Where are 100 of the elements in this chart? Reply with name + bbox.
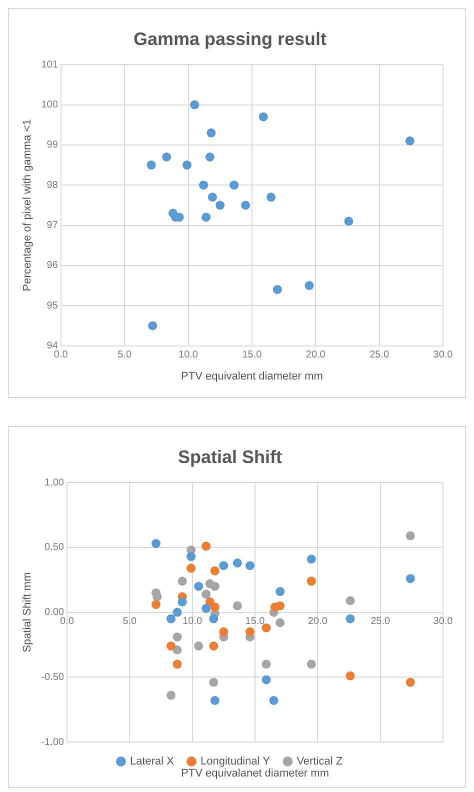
point	[166, 642, 176, 651]
y-tick-label: 95	[46, 300, 58, 312]
point	[172, 632, 182, 642]
point	[209, 614, 218, 624]
x-tick-label: 20.0	[306, 350, 326, 361]
point	[276, 618, 285, 628]
point	[186, 552, 196, 562]
y-tick-label: 101	[41, 59, 58, 70]
point	[241, 200, 250, 210]
point	[306, 660, 316, 669]
x-tick-label: 10.0	[178, 350, 198, 361]
y-tick-label: 0.00	[44, 607, 64, 618]
point	[172, 660, 182, 669]
x-tick-label: 15.0	[245, 616, 266, 628]
y-tick-label: 98	[46, 180, 58, 191]
y-tick-label: -0.50	[41, 672, 64, 683]
point	[146, 160, 156, 170]
x-tick-label: 5.0	[118, 350, 132, 361]
point	[406, 531, 415, 540]
point	[258, 112, 268, 122]
point	[194, 582, 204, 591]
point	[245, 561, 254, 570]
legend-label: Longitudinal Y	[200, 756, 271, 768]
point	[202, 542, 211, 551]
point	[178, 597, 187, 606]
point	[406, 678, 415, 687]
x-tick-label: 25.0	[370, 616, 390, 628]
x-tick-label: 0.0	[60, 616, 74, 628]
y-tick-label: 94	[46, 340, 58, 352]
point	[186, 564, 196, 573]
x-axis-title: PTV equivalanet diameter mm	[181, 768, 329, 780]
point	[206, 128, 216, 138]
chart-title: Gamma passing result	[133, 28, 327, 49]
x-axis-title: PTV equivalent diameter mm	[181, 370, 323, 382]
x-tick-label: 0.0	[54, 350, 68, 361]
point	[216, 200, 225, 210]
x-tick-label: 25.0	[370, 350, 390, 361]
point	[346, 614, 355, 624]
point	[151, 600, 160, 610]
point	[346, 671, 355, 680]
point	[276, 601, 285, 610]
point	[172, 608, 182, 617]
point	[190, 100, 200, 110]
point	[202, 590, 211, 599]
point	[304, 281, 314, 290]
legend-label: Lateral X	[130, 756, 175, 768]
point	[232, 601, 242, 610]
y-axis-title: Spatial Shift mm	[22, 572, 34, 652]
y-tick-label: 100	[41, 100, 58, 111]
point	[178, 576, 187, 586]
point	[269, 696, 278, 705]
point	[210, 566, 220, 576]
point	[230, 180, 239, 190]
point	[202, 212, 211, 222]
x-tick-label: 15.0	[242, 350, 262, 361]
chart-title: Spatial Shift	[178, 446, 282, 467]
point	[262, 675, 271, 684]
y-tick-label: 99	[46, 140, 58, 151]
point	[306, 554, 316, 564]
point	[210, 582, 220, 591]
x-tick-label: 5.0	[122, 616, 138, 628]
point	[245, 627, 254, 636]
point	[208, 192, 217, 202]
y-tick-label: 0.50	[44, 542, 64, 554]
point	[262, 660, 271, 669]
point	[346, 596, 355, 606]
y-tick-label: 96	[46, 260, 58, 272]
point	[166, 690, 176, 700]
point	[232, 558, 242, 568]
point	[266, 192, 276, 202]
point	[272, 285, 282, 294]
y-tick-label: 97	[46, 220, 58, 232]
point	[151, 539, 160, 548]
point	[210, 602, 220, 612]
point	[219, 561, 228, 570]
point	[199, 180, 208, 190]
point	[210, 696, 220, 705]
point	[306, 576, 316, 586]
x-tick-label: 20.0	[308, 616, 328, 628]
point	[148, 321, 158, 330]
x-tick-label: 30.0	[433, 350, 454, 361]
point	[209, 678, 218, 687]
x-tick-label: 10.0	[182, 616, 202, 628]
legend-label: Vertical Z	[296, 756, 343, 768]
point	[182, 160, 192, 170]
x-tick-label: 30.0	[433, 616, 454, 628]
point	[405, 136, 414, 146]
point	[202, 604, 211, 613]
point	[344, 216, 354, 226]
y-tick-label: -1.00	[41, 736, 64, 748]
point	[205, 152, 214, 162]
point	[262, 623, 271, 632]
point	[406, 574, 415, 584]
point	[166, 614, 176, 624]
point	[209, 642, 218, 651]
point	[276, 587, 285, 596]
point	[162, 152, 172, 162]
point	[194, 642, 204, 651]
y-axis-title: Percentage of pixel with gamma <1	[22, 119, 34, 292]
y-tick-label: 1.00	[44, 477, 64, 488]
